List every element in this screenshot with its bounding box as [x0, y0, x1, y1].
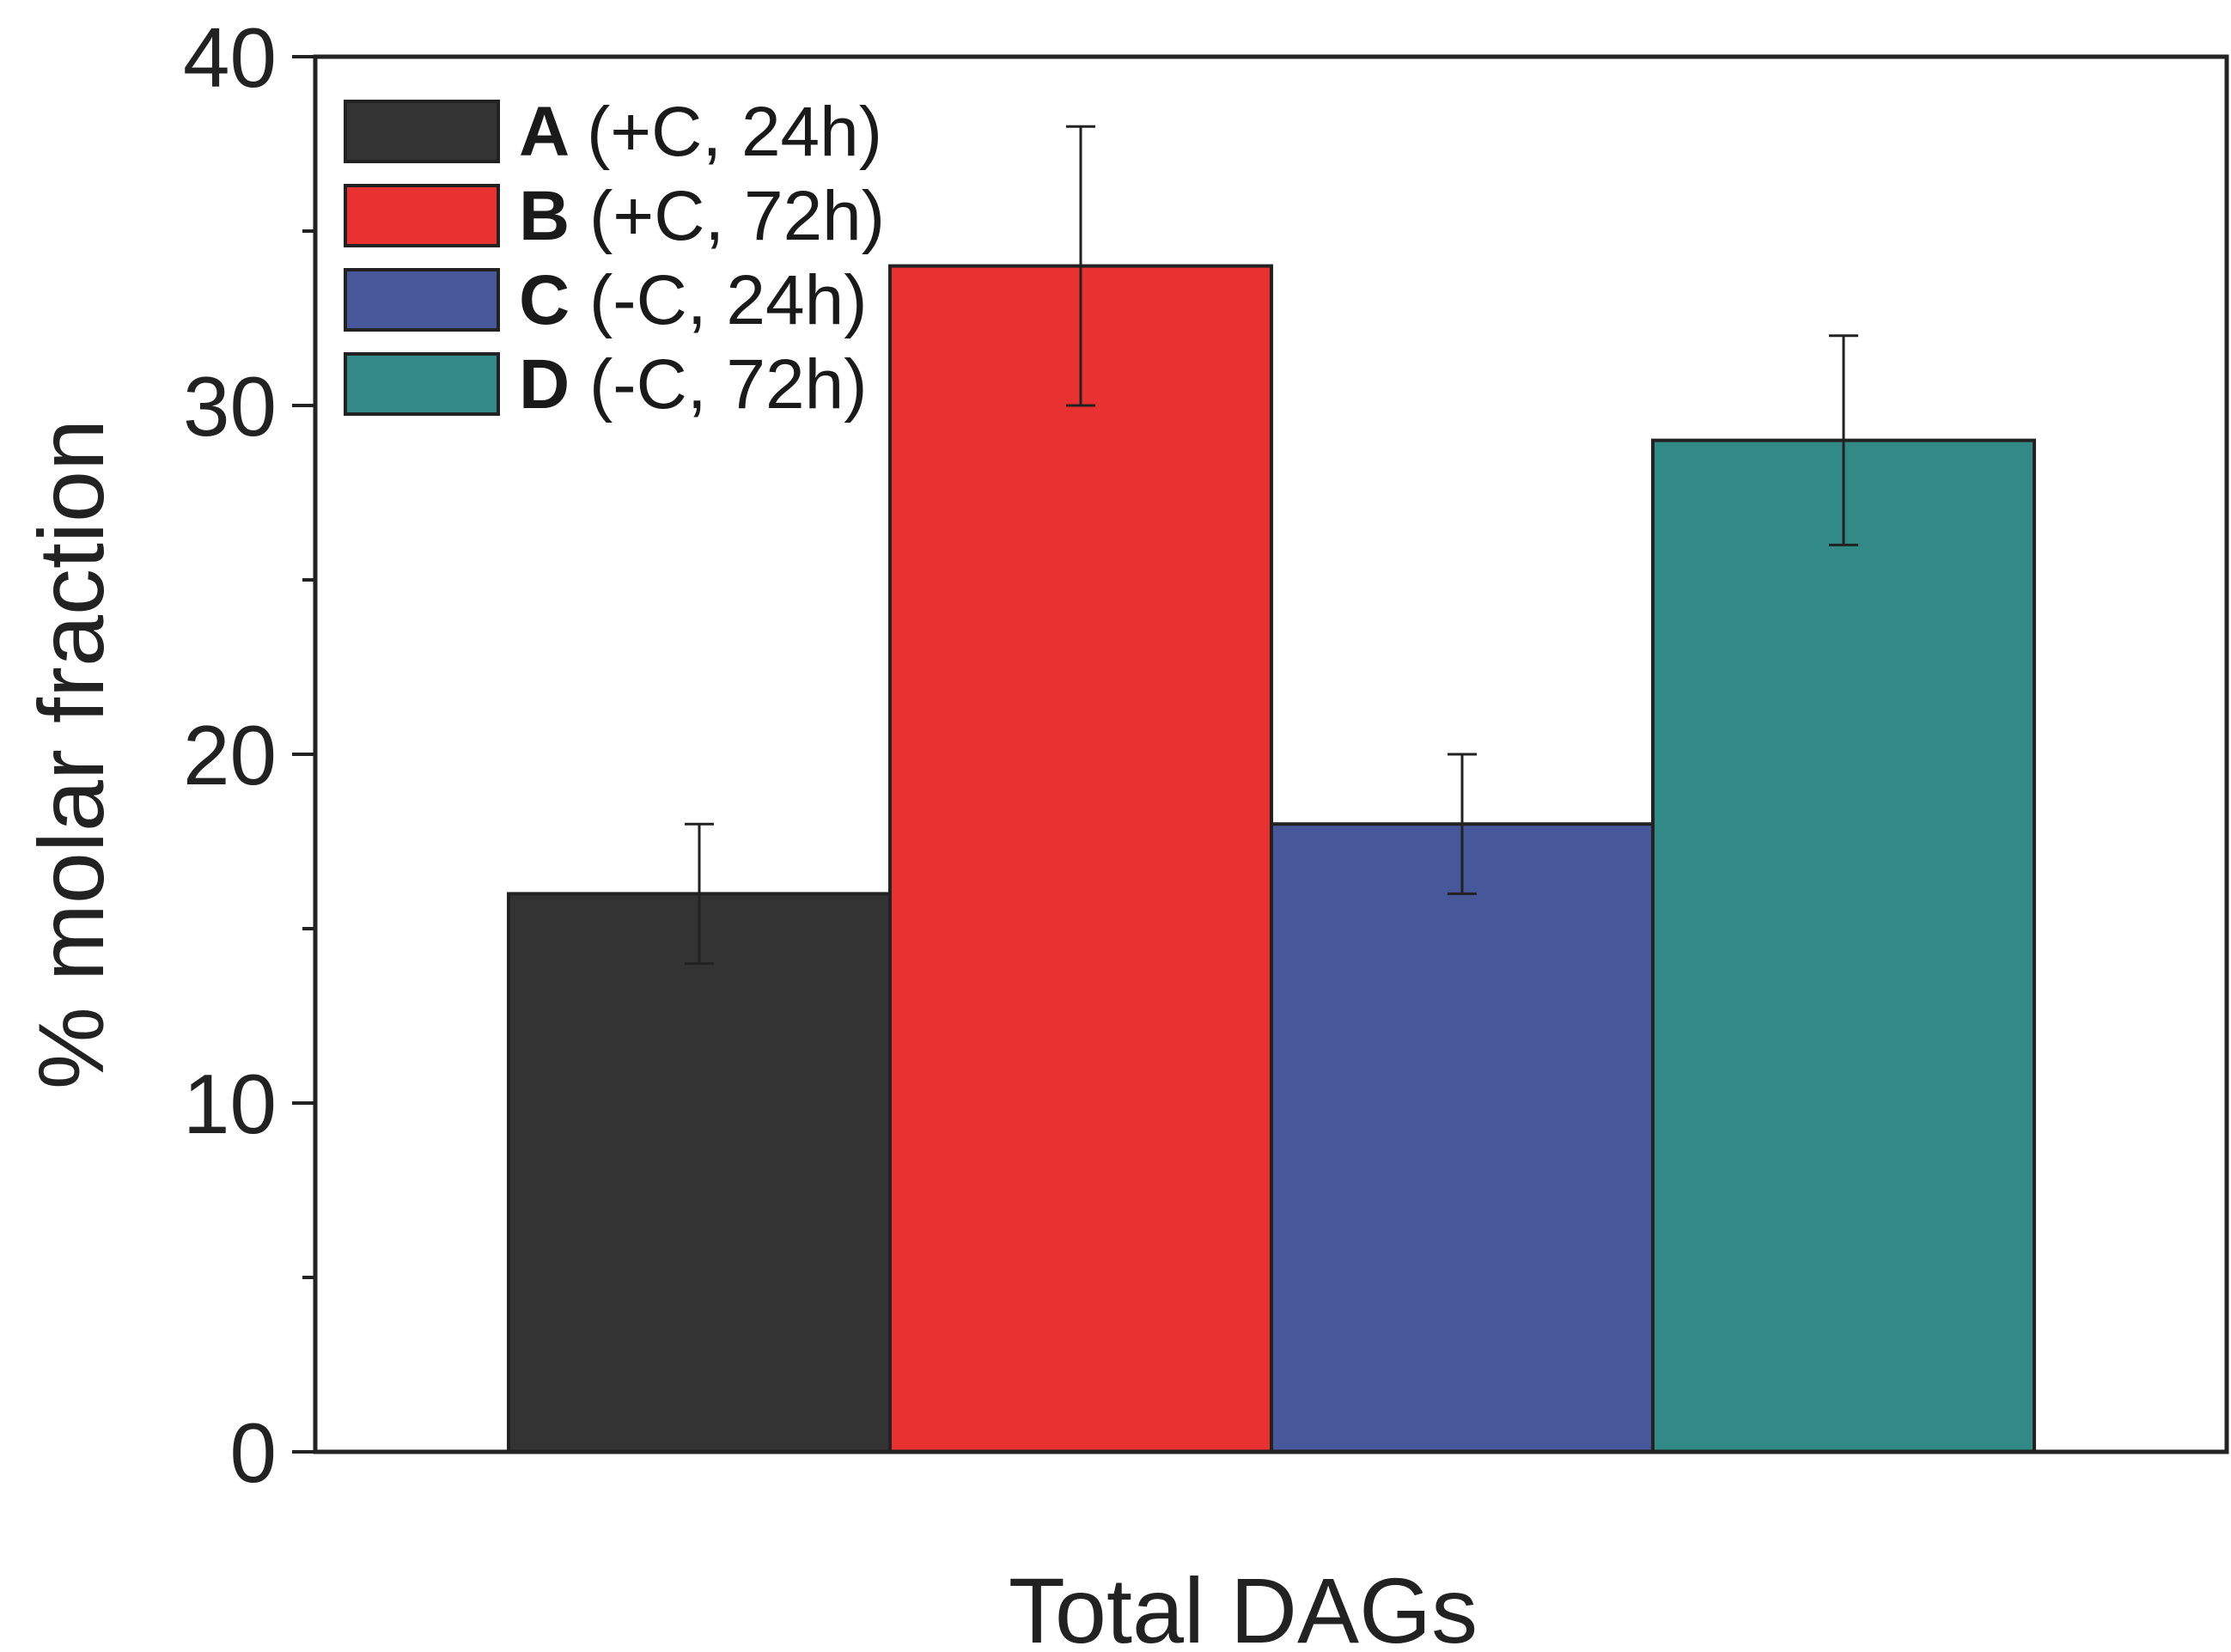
- legend-label-C: C (-C, 24h): [519, 261, 868, 339]
- y-axis-title: % molar fraction: [19, 419, 123, 1089]
- y-tick-label-30: 30: [183, 359, 277, 454]
- error-bar-D: [1829, 334, 1858, 546]
- legend-label-A: A (+C, 24h): [519, 93, 882, 171]
- legend-item-C: C (-C, 24h): [344, 261, 868, 339]
- legend-label-D: D (-C, 72h): [519, 345, 868, 424]
- legend-key-B: B: [519, 177, 589, 255]
- error-bar-C: [1448, 753, 1477, 895]
- error-bars-layer: [685, 125, 1858, 966]
- y-tick-label-40: 40: [183, 10, 277, 105]
- legend-key-A: A: [519, 93, 587, 171]
- bar-D: [1651, 438, 2036, 1454]
- legend-swatch-C: [344, 268, 500, 332]
- bar-B: [888, 264, 1273, 1454]
- error-bar-A: [685, 822, 714, 966]
- legend-swatch-B: [344, 184, 500, 247]
- y-axis-ticks: 0 10 20 30 40: [183, 10, 315, 1500]
- x-axis-title: Total DAGs: [1009, 1558, 1478, 1652]
- legend-item-D: D (-C, 72h): [344, 345, 868, 424]
- legend-text-D: (-C, 72h): [589, 345, 868, 424]
- legend: A (+C, 24h)B (+C, 72h)C (-C, 24h)D (-C, …: [344, 93, 885, 424]
- y-tick-label-10: 10: [183, 1057, 277, 1151]
- legend-label-B: B (+C, 72h): [519, 177, 885, 255]
- legend-key-C: C: [519, 261, 589, 339]
- y-tick-label-20: 20: [183, 708, 277, 802]
- error-bar-B: [1066, 125, 1095, 407]
- legend-key-D: D: [519, 345, 589, 424]
- legend-text-A: (+C, 24h): [587, 93, 882, 171]
- y-tick-label-0: 0: [229, 1405, 277, 1500]
- bars-layer: [507, 264, 2036, 1454]
- bar-C: [1270, 822, 1655, 1454]
- bar-A: [507, 892, 892, 1454]
- legend-item-B: B (+C, 72h): [344, 177, 885, 255]
- legend-swatch-A: [344, 100, 500, 163]
- legend-text-C: (-C, 24h): [589, 261, 868, 339]
- legend-swatch-D: [344, 352, 500, 416]
- legend-text-B: (+C, 72h): [589, 177, 885, 255]
- legend-item-A: A (+C, 24h): [344, 93, 882, 171]
